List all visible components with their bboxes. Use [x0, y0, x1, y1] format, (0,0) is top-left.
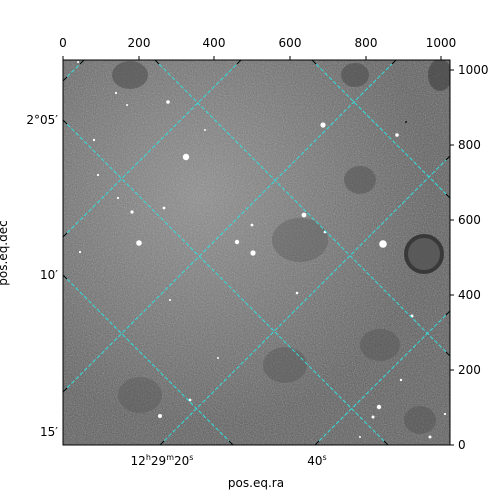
top-axis — [62, 56, 442, 60]
sky-image — [63, 60, 450, 445]
plot-frame — [62, 59, 451, 446]
left-tick-label: 10′ — [40, 268, 58, 282]
top-tick-label: 200 — [128, 36, 151, 50]
right-axis — [450, 69, 454, 446]
grid-line — [63, 119, 389, 445]
right-tick-label: 400 — [458, 288, 481, 302]
grid-line — [63, 274, 234, 445]
grid-line — [311, 60, 450, 199]
y-axis-label: pos.eq.dec — [0, 220, 10, 285]
left-tick-label: 2°05′ — [26, 113, 58, 127]
top-tick-label: 800 — [355, 36, 378, 50]
right-tick-label: 200 — [458, 363, 481, 377]
right-tick-label: 600 — [458, 213, 481, 227]
x-axis-label: pos.eq.ra — [228, 476, 284, 490]
left-tick-label: 15′ — [40, 425, 58, 439]
bottom-tick-label-ra-2: 40s — [307, 453, 326, 468]
grid-line — [159, 155, 450, 445]
grid-line — [63, 60, 397, 393]
top-tick-label: 0 — [59, 36, 67, 50]
right-tick-label: 800 — [458, 138, 481, 152]
coordinate-grid — [63, 60, 450, 445]
right-tick-label: 0 — [458, 438, 466, 452]
frame-grid-ticks — [62, 59, 451, 446]
top-tick-label: 600 — [279, 36, 302, 50]
top-tick-label: 400 — [203, 36, 226, 50]
grid-line — [154, 60, 450, 357]
bottom-tick-label-ra-1: 12h29m20s — [131, 453, 194, 468]
right-tick-label: 1000 — [458, 63, 489, 77]
top-tick-label: 1000 — [426, 36, 457, 50]
